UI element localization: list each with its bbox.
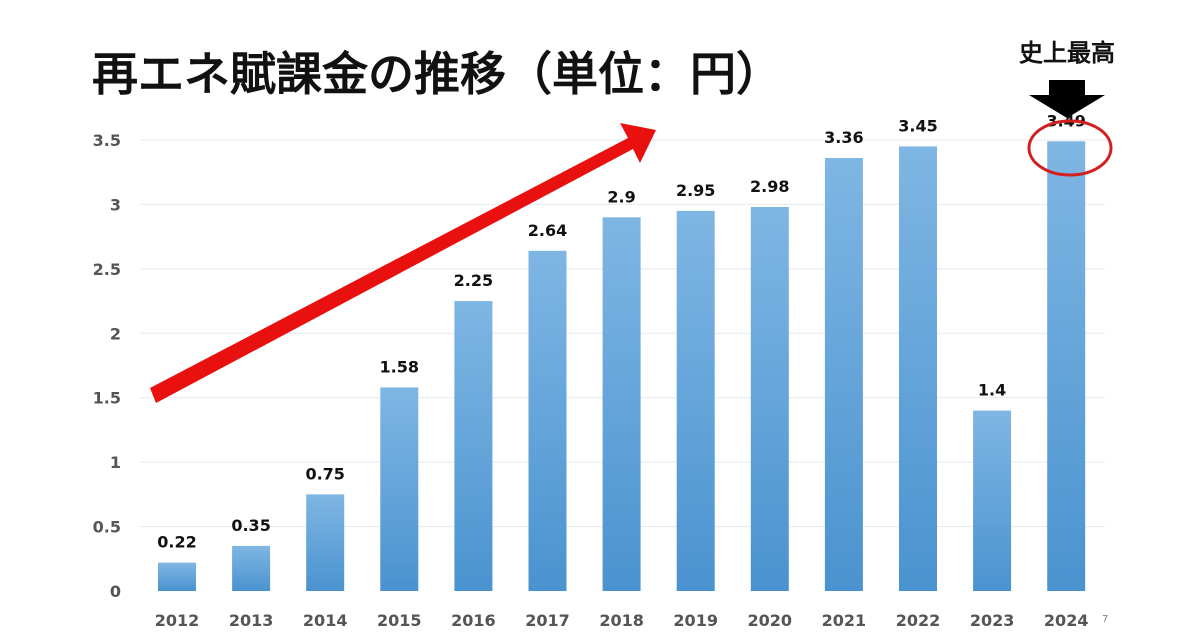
y-tick-label: 0.5: [93, 518, 121, 537]
y-tick-label: 1: [110, 453, 121, 472]
bar-2013: [232, 545, 271, 591]
x-tick-label-2020: 2020: [748, 611, 793, 630]
bar-2022: [899, 146, 937, 591]
value-label-2023: 1.4: [978, 381, 1006, 400]
highlight-circle: [1027, 119, 1113, 177]
value-label-2018: 2.9: [607, 187, 635, 206]
trend-arrow: [150, 123, 656, 403]
x-tick-label-2016: 2016: [451, 611, 496, 630]
bar-2017: [528, 250, 567, 591]
gridlines: [140, 139, 1105, 528]
y-tick-label: 3.5: [93, 131, 121, 150]
down-arrow-icon: [1029, 80, 1105, 118]
y-tick-label: 3: [110, 195, 121, 214]
value-label-2016: 2.25: [454, 271, 493, 290]
bar-2019: [676, 210, 715, 591]
value-label-2013: 0.35: [231, 516, 270, 535]
x-tick-label-2012: 2012: [155, 611, 200, 630]
x-tick-label-2017: 2017: [525, 611, 570, 630]
y-tick-label: 0: [110, 582, 121, 601]
bar-2014: [306, 494, 345, 591]
bar-2012: [158, 562, 196, 591]
x-tick-label-2014: 2014: [303, 611, 348, 630]
bar-2018: [602, 217, 641, 592]
x-axis: 2012 2013 2014 2015 2016 2017 2018 2019 2020 2021…: [155, 611, 1089, 630]
x-tick-label-2019: 2019: [673, 611, 718, 630]
bar-2021: [824, 158, 863, 592]
value-label-2015: 1.58: [380, 357, 419, 376]
value-label-2021: 3.36: [824, 128, 863, 147]
value-label-2017: 2.64: [528, 221, 567, 240]
chart-title: 再エネ賦課金の推移（単位：円）: [92, 47, 782, 101]
x-tick-label-2022: 2022: [896, 611, 941, 630]
x-tick-label-2013: 2013: [229, 611, 274, 630]
bar-2015: [380, 387, 419, 591]
x-tick-label-2024: 2024: [1044, 611, 1089, 630]
page-number: 7: [1102, 614, 1108, 625]
x-tick-label-2023: 2023: [970, 611, 1015, 630]
y-tick-label: 2: [110, 324, 121, 343]
y-tick-label: 1.5: [93, 389, 121, 408]
value-label-2019: 2.95: [676, 181, 715, 200]
value-label-2022: 3.45: [898, 116, 937, 135]
bar-2024: [1047, 141, 1086, 591]
bars: [158, 141, 1086, 592]
value-label-2012: 0.22: [157, 533, 196, 552]
value-labels: 0.22 0.35 0.75 1.58 2.25 2.64 2.9 2.95 2.98 3.36 3…: [157, 111, 1086, 551]
bar-2023: [973, 410, 1012, 591]
value-label-2020: 2.98: [750, 177, 789, 196]
record-high-callout: 史上最高: [1019, 39, 1115, 67]
x-tick-label-2021: 2021: [822, 611, 867, 630]
y-tick-label: 2.5: [93, 260, 121, 279]
x-tick-label-2015: 2015: [377, 611, 422, 630]
value-label-2014: 0.75: [305, 464, 344, 483]
y-axis: 0 0.5 1 1.5 2 2.5 3 3.5: [93, 131, 121, 601]
bar-2016: [454, 301, 493, 591]
x-tick-label-2018: 2018: [599, 611, 644, 630]
bar-2020: [750, 207, 789, 591]
